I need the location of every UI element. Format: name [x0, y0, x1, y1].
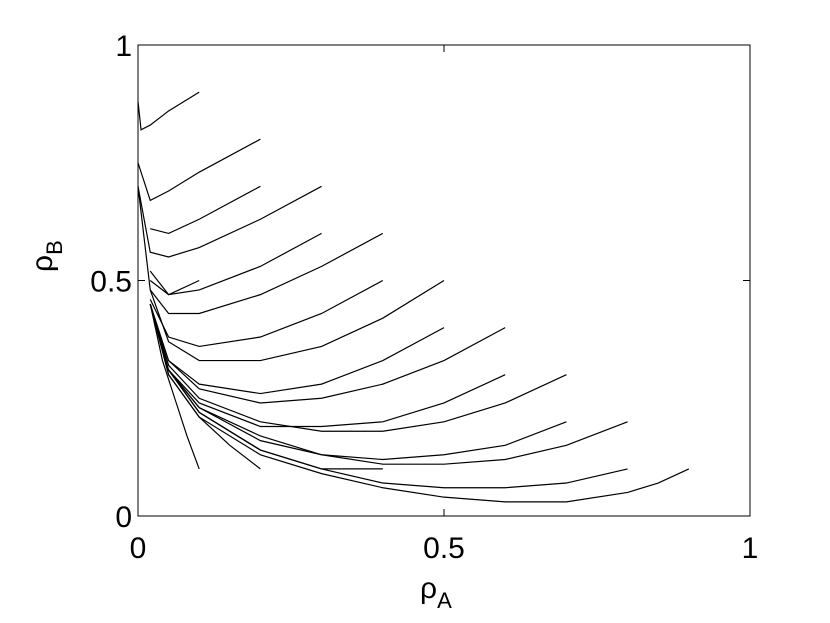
trajectory — [149, 303, 690, 503]
trajectory — [137, 185, 322, 258]
trajectory — [149, 303, 261, 470]
y-tick-label: 1 — [115, 30, 132, 63]
trajectory — [137, 91, 200, 131]
trajectory — [137, 138, 261, 202]
trajectory — [149, 303, 200, 470]
trajectory — [149, 303, 628, 465]
y-tick-label: 0.5 — [90, 266, 132, 299]
trajectory — [150, 185, 261, 235]
x-axis-label: ρA — [420, 572, 452, 613]
y-axis-label: ρB — [26, 240, 67, 272]
trajectory — [149, 279, 445, 362]
trajectory — [168, 327, 445, 395]
y-label-symbol: ρ — [26, 255, 59, 272]
x-label-subscript: A — [437, 588, 452, 613]
trajectory — [168, 369, 383, 470]
trajectory — [149, 232, 322, 296]
trajectory — [149, 279, 200, 296]
trajectory — [137, 186, 384, 315]
x-tick-label: 0 — [130, 532, 147, 565]
x-tick-label: 1 — [742, 532, 759, 565]
trajectory — [149, 303, 506, 404]
trajectory — [149, 279, 384, 348]
y-label-subscript: B — [42, 240, 67, 255]
x-tick-label: 0.5 — [423, 532, 465, 565]
trajectory — [168, 369, 567, 461]
x-label-symbol: ρ — [420, 572, 437, 605]
trajectory — [168, 369, 506, 428]
y-tick-label: 0 — [115, 501, 132, 534]
trajectory — [149, 303, 567, 432]
